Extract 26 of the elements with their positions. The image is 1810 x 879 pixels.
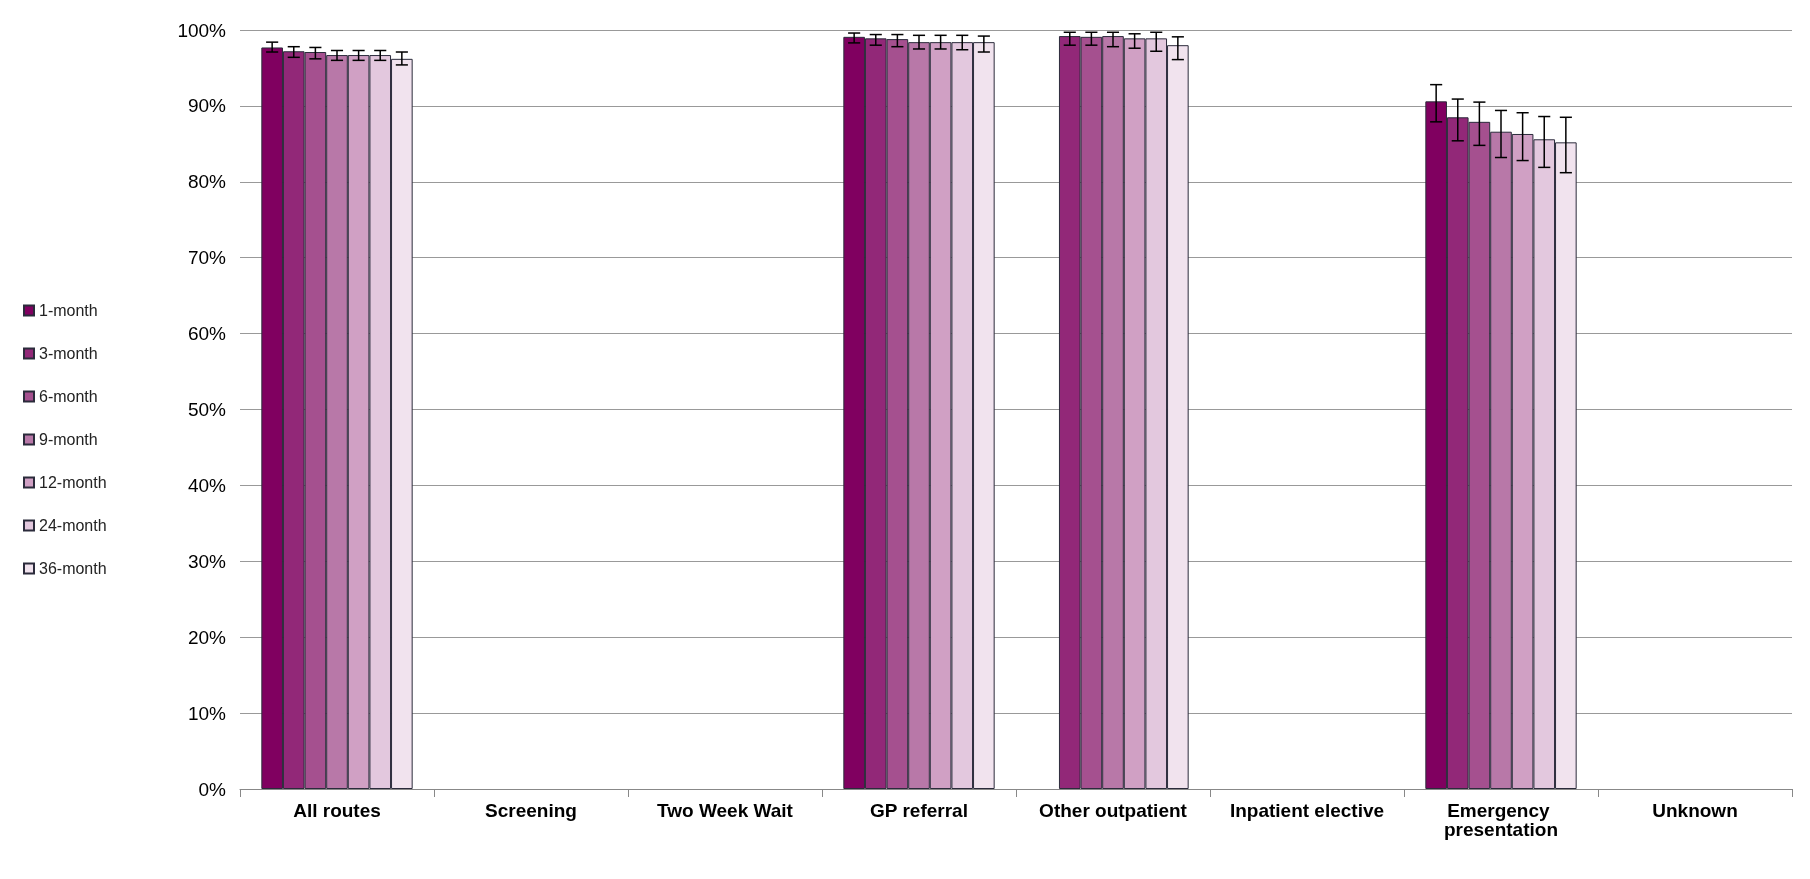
y-tick-label: 100% xyxy=(177,19,227,41)
y-tick-label: 70% xyxy=(187,247,227,269)
x-tick-label: Two Week Wait xyxy=(657,800,794,821)
x-tick-label: GP referral xyxy=(870,800,968,821)
x-tick-label: Inpatient elective xyxy=(1229,800,1385,821)
y-tick-label: 40% xyxy=(187,474,227,496)
legend-label: 9-month xyxy=(39,431,98,448)
legend-label: 24-month xyxy=(39,517,107,534)
x-tick-label: Other outpatient xyxy=(1039,800,1188,821)
x-tick-label: All routes xyxy=(293,800,381,821)
y-tick-label: 50% xyxy=(187,399,227,420)
y-tick-label: 20% xyxy=(187,626,227,648)
legend-label: 3-month xyxy=(39,345,98,362)
y-tick-label: 0% xyxy=(198,778,227,800)
y-tick-label: 30% xyxy=(187,550,227,572)
x-tick-label: Unknown xyxy=(1652,800,1738,821)
legend-label: 6-month xyxy=(39,388,98,405)
legend-label: 1-month xyxy=(39,302,98,319)
legend-label: 12-month xyxy=(39,474,107,491)
x-tick-label: Screening xyxy=(485,800,577,821)
y-tick-label: 10% xyxy=(187,702,227,724)
y-tick-label: 80% xyxy=(187,171,227,193)
y-tick-label: 60% xyxy=(187,323,227,345)
y-tick-label: 90% xyxy=(187,95,227,117)
legend-label: 36-month xyxy=(39,560,107,577)
x-tick-label: Emergency presentation xyxy=(1443,800,1559,840)
